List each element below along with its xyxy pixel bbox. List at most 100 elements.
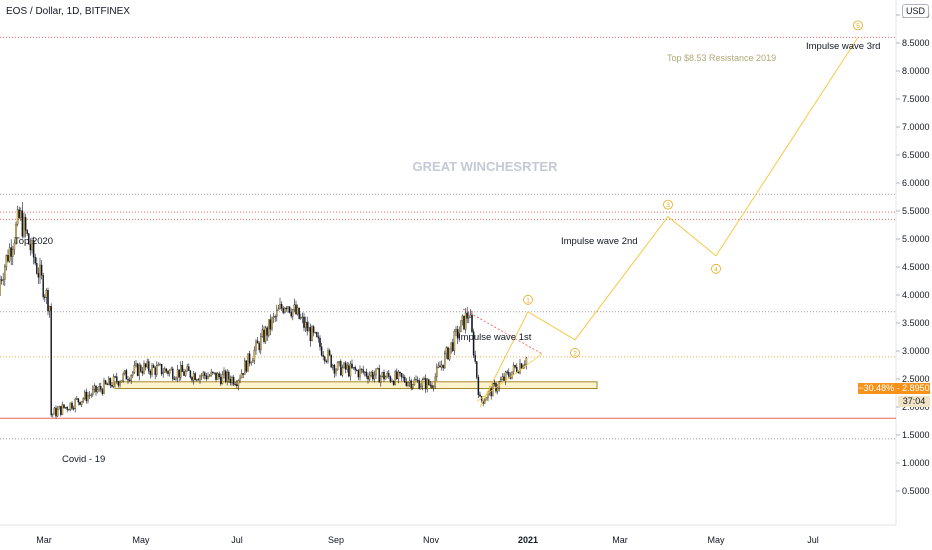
candle-body [220, 376, 222, 385]
candle-body [165, 368, 168, 372]
candle-body [362, 369, 364, 373]
candle-body [16, 209, 19, 225]
candle-body [309, 327, 312, 342]
candle-body [28, 233, 30, 245]
candle-body [100, 386, 102, 390]
annotation-covid-19: Covid - 19 [62, 454, 105, 465]
candle-body [68, 409, 70, 411]
candle-body [477, 377, 480, 395]
candle-body [296, 307, 299, 315]
candle-body [479, 394, 481, 397]
wave-number-label: 1 [526, 297, 530, 304]
candle-body [234, 384, 236, 386]
candle-body [386, 372, 388, 377]
candle-body [439, 365, 441, 368]
candle-body [116, 376, 118, 382]
candle-body [90, 394, 92, 396]
candle-body [317, 336, 320, 339]
candle-body [132, 372, 134, 376]
candle-body [180, 365, 182, 378]
candle-body [162, 372, 164, 375]
candle-body [485, 397, 488, 401]
candle-body [4, 266, 6, 280]
candle-body [397, 371, 400, 380]
candle-body [413, 379, 416, 385]
candle-body [103, 380, 105, 394]
candle-body [36, 263, 38, 274]
candle-body [228, 371, 230, 380]
candle-body [490, 388, 492, 397]
annotation-top-2020: Top 2020 [14, 236, 53, 247]
candle-body [136, 363, 139, 376]
candle-body [351, 363, 353, 369]
candle-body [316, 332, 318, 337]
candle-body [244, 360, 246, 375]
candle-body [2, 279, 4, 281]
candle-body [186, 366, 188, 372]
candle-body [450, 342, 452, 349]
candle-body [266, 327, 268, 336]
candle-body [354, 366, 356, 371]
candle-body [418, 380, 420, 390]
candle-body [429, 384, 432, 386]
candle-body [525, 357, 528, 365]
candle-body [381, 372, 384, 377]
candle-body [148, 361, 150, 372]
candle-body [88, 394, 91, 396]
currency-button[interactable]: USD [902, 4, 930, 18]
candle-body [308, 327, 310, 332]
candle-body [140, 365, 142, 372]
candle-body [442, 364, 444, 369]
candle-body [424, 378, 427, 390]
candle-body [388, 372, 390, 377]
annotation-impulse-wave-1st: Impulse wave 1st [458, 332, 532, 343]
candle-body [322, 355, 324, 357]
candle-body [282, 308, 284, 313]
candle-body [279, 304, 281, 310]
candle-body [124, 370, 126, 374]
candle-body [508, 372, 510, 377]
candle-body [514, 364, 516, 368]
candle-body [32, 240, 35, 258]
candle-body [332, 364, 334, 368]
candle-body [501, 376, 504, 380]
candle-body [423, 378, 425, 381]
candle-body [335, 369, 337, 374]
price-tick-label: 3.0000 [902, 346, 930, 356]
candle-body [432, 386, 435, 388]
candle-body [357, 370, 360, 378]
candle-body [141, 371, 144, 374]
candle-body [258, 343, 260, 351]
candle-body [184, 370, 187, 376]
candle-group [0, 202, 528, 419]
candle-body [255, 340, 257, 351]
candle-body [37, 273, 40, 278]
candle-body [13, 242, 16, 250]
candle-body [130, 375, 132, 381]
price-tick-label: 5.5000 [902, 206, 930, 216]
candle-body [85, 391, 88, 401]
candle-body [261, 329, 264, 337]
candle-body [20, 210, 22, 218]
candle-body [167, 371, 169, 374]
triangle-lower-line [476, 353, 543, 402]
candle-body [50, 306, 52, 416]
candle-body [40, 264, 43, 276]
annotation-impulse-wave-3rd: Impulse wave 3rd [806, 41, 880, 52]
candle-body [138, 365, 140, 376]
candle-body [79, 401, 81, 405]
candle-body [408, 380, 411, 383]
time-tick-label: Sep [328, 535, 344, 545]
candle-body [196, 379, 198, 381]
candle-body [192, 373, 195, 381]
candle-body [61, 404, 64, 415]
candle-body [229, 379, 232, 384]
candle-body [247, 353, 249, 372]
candle-body [504, 371, 507, 381]
candle-body [372, 372, 374, 380]
time-tick-label: Nov [423, 535, 440, 545]
triangle-upper-line [462, 308, 543, 355]
candle-body [226, 371, 228, 382]
